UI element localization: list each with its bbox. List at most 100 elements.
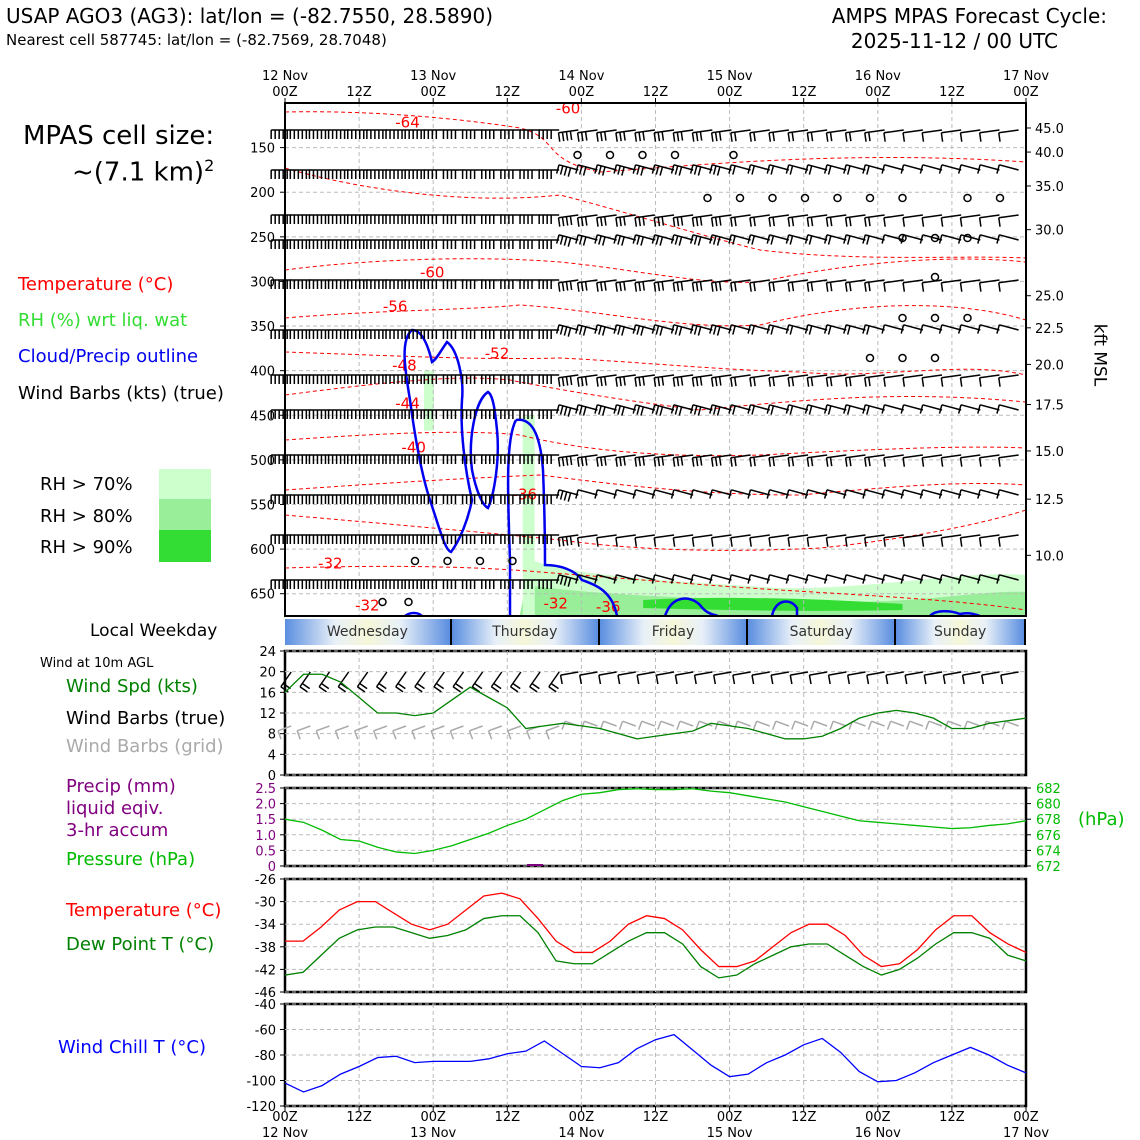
kft-tick-label: 22.5	[1035, 322, 1064, 337]
pressure-ytick-label: 682	[1036, 782, 1061, 797]
wind-barb	[538, 169, 560, 179]
wind-barb	[768, 279, 789, 292]
windchill-line	[284, 1033, 1027, 1093]
kft-tick-label: 10.0	[1035, 549, 1064, 564]
wind-barb	[557, 279, 579, 292]
wind-barb	[634, 374, 655, 387]
wind-barb	[998, 279, 1019, 292]
top-hour-label: 00Z	[272, 85, 298, 100]
wind-barb	[575, 489, 598, 499]
wind-barb	[825, 214, 847, 227]
wind-barb	[430, 725, 445, 740]
wind-barb	[487, 725, 502, 740]
wind-barb	[942, 671, 962, 685]
wind-barb	[613, 404, 636, 416]
legend-swatch-90	[159, 530, 211, 562]
top-date-label: 12 Nov	[262, 69, 308, 84]
wind-barb	[978, 214, 1000, 227]
bottom-hour-label: 12Z	[939, 1110, 965, 1125]
wind-panel-ytick-label: 12	[259, 707, 276, 722]
wind-barb	[442, 494, 464, 504]
wind-barb	[617, 671, 636, 685]
wind-barb	[289, 169, 311, 179]
wind-barb	[959, 214, 981, 227]
wind-barb	[883, 214, 904, 227]
temp-panel-ytick-label: -30	[255, 896, 276, 911]
temp-contour-label: -32	[318, 554, 343, 572]
wind-barb	[461, 239, 483, 249]
wind-barb	[978, 374, 1000, 387]
wind-barb	[500, 169, 521, 179]
weekday-cell: Thursday	[451, 619, 600, 645]
wind-barb	[270, 329, 292, 339]
calm-circle	[638, 150, 647, 160]
pressure-ytick-label: 678	[1036, 813, 1061, 828]
temp-contour-label: -40	[401, 438, 426, 456]
pressure-ytick-label: 676	[1036, 829, 1061, 844]
wind-barb	[710, 214, 732, 227]
wind-barb	[366, 374, 387, 384]
wind-barb	[385, 129, 407, 139]
wind-barb	[289, 129, 311, 139]
wind-barb	[519, 239, 541, 249]
legend-rh90: RH > 90%	[40, 537, 133, 558]
wind-barb	[557, 374, 579, 387]
wind-barb	[299, 671, 311, 693]
wind-barb	[632, 324, 656, 336]
wind-barb	[823, 324, 847, 335]
calm-circle	[443, 556, 452, 566]
wind-barb	[575, 234, 598, 246]
wind-barb	[500, 534, 521, 544]
wind-barb	[575, 404, 598, 416]
wind-barb	[613, 489, 636, 499]
wind-barb	[709, 164, 732, 176]
wind-barb	[289, 214, 311, 224]
wind-barb	[670, 489, 694, 499]
wind-barb	[555, 404, 579, 417]
wind-barb	[900, 324, 924, 334]
wind-barb	[538, 494, 560, 504]
wind-barb	[461, 409, 483, 419]
cloud-outline	[403, 328, 474, 554]
dew-label: Dew Point T (°C)	[66, 934, 215, 955]
top-hour-label: 00Z	[1013, 85, 1039, 100]
wind-barb	[957, 324, 981, 334]
wind-barb	[689, 234, 713, 246]
nearest-cell: Nearest cell 587745: lat/lon = (-82.7569…	[6, 31, 387, 49]
wind-barb	[327, 169, 349, 179]
wind-barb	[346, 454, 368, 464]
wind-barb	[519, 454, 541, 464]
wind-barb	[404, 279, 426, 289]
wind-barb	[825, 374, 847, 387]
wind-barb	[902, 214, 923, 227]
wind-barb	[634, 279, 655, 292]
cell-size-value: ~(7.1 km)	[72, 157, 205, 188]
kft-tick-label: 20.0	[1035, 358, 1064, 373]
wind-barb	[270, 374, 292, 384]
wind-barb	[538, 279, 560, 289]
wind-barb	[575, 324, 598, 336]
wind-barb	[959, 374, 981, 387]
wind-barb	[423, 579, 445, 589]
wind-barb	[289, 409, 311, 419]
wind-barb	[404, 579, 426, 589]
wind-barb	[327, 329, 349, 339]
wind-barb	[594, 404, 617, 416]
wind-barb	[519, 279, 541, 289]
wind-panel-ytick-label: 0	[268, 769, 276, 784]
wind-barb	[689, 404, 713, 416]
wind-barb	[404, 329, 426, 339]
wind-barb	[883, 129, 904, 142]
wind-barb	[749, 534, 770, 547]
wind-barb	[651, 404, 675, 416]
chill-panel-ytick-label: -100	[246, 1075, 276, 1090]
wind-barb	[730, 129, 751, 142]
precip-panel-ytick-label: 1.5	[255, 813, 276, 828]
wind-barb	[519, 374, 541, 384]
calm-circle	[995, 193, 1005, 203]
wind-barb	[940, 279, 962, 292]
wind-barb	[672, 129, 694, 142]
wind-barb	[308, 494, 330, 504]
bottom-hour-label: 12Z	[791, 1110, 817, 1125]
wind-barb	[404, 409, 426, 419]
